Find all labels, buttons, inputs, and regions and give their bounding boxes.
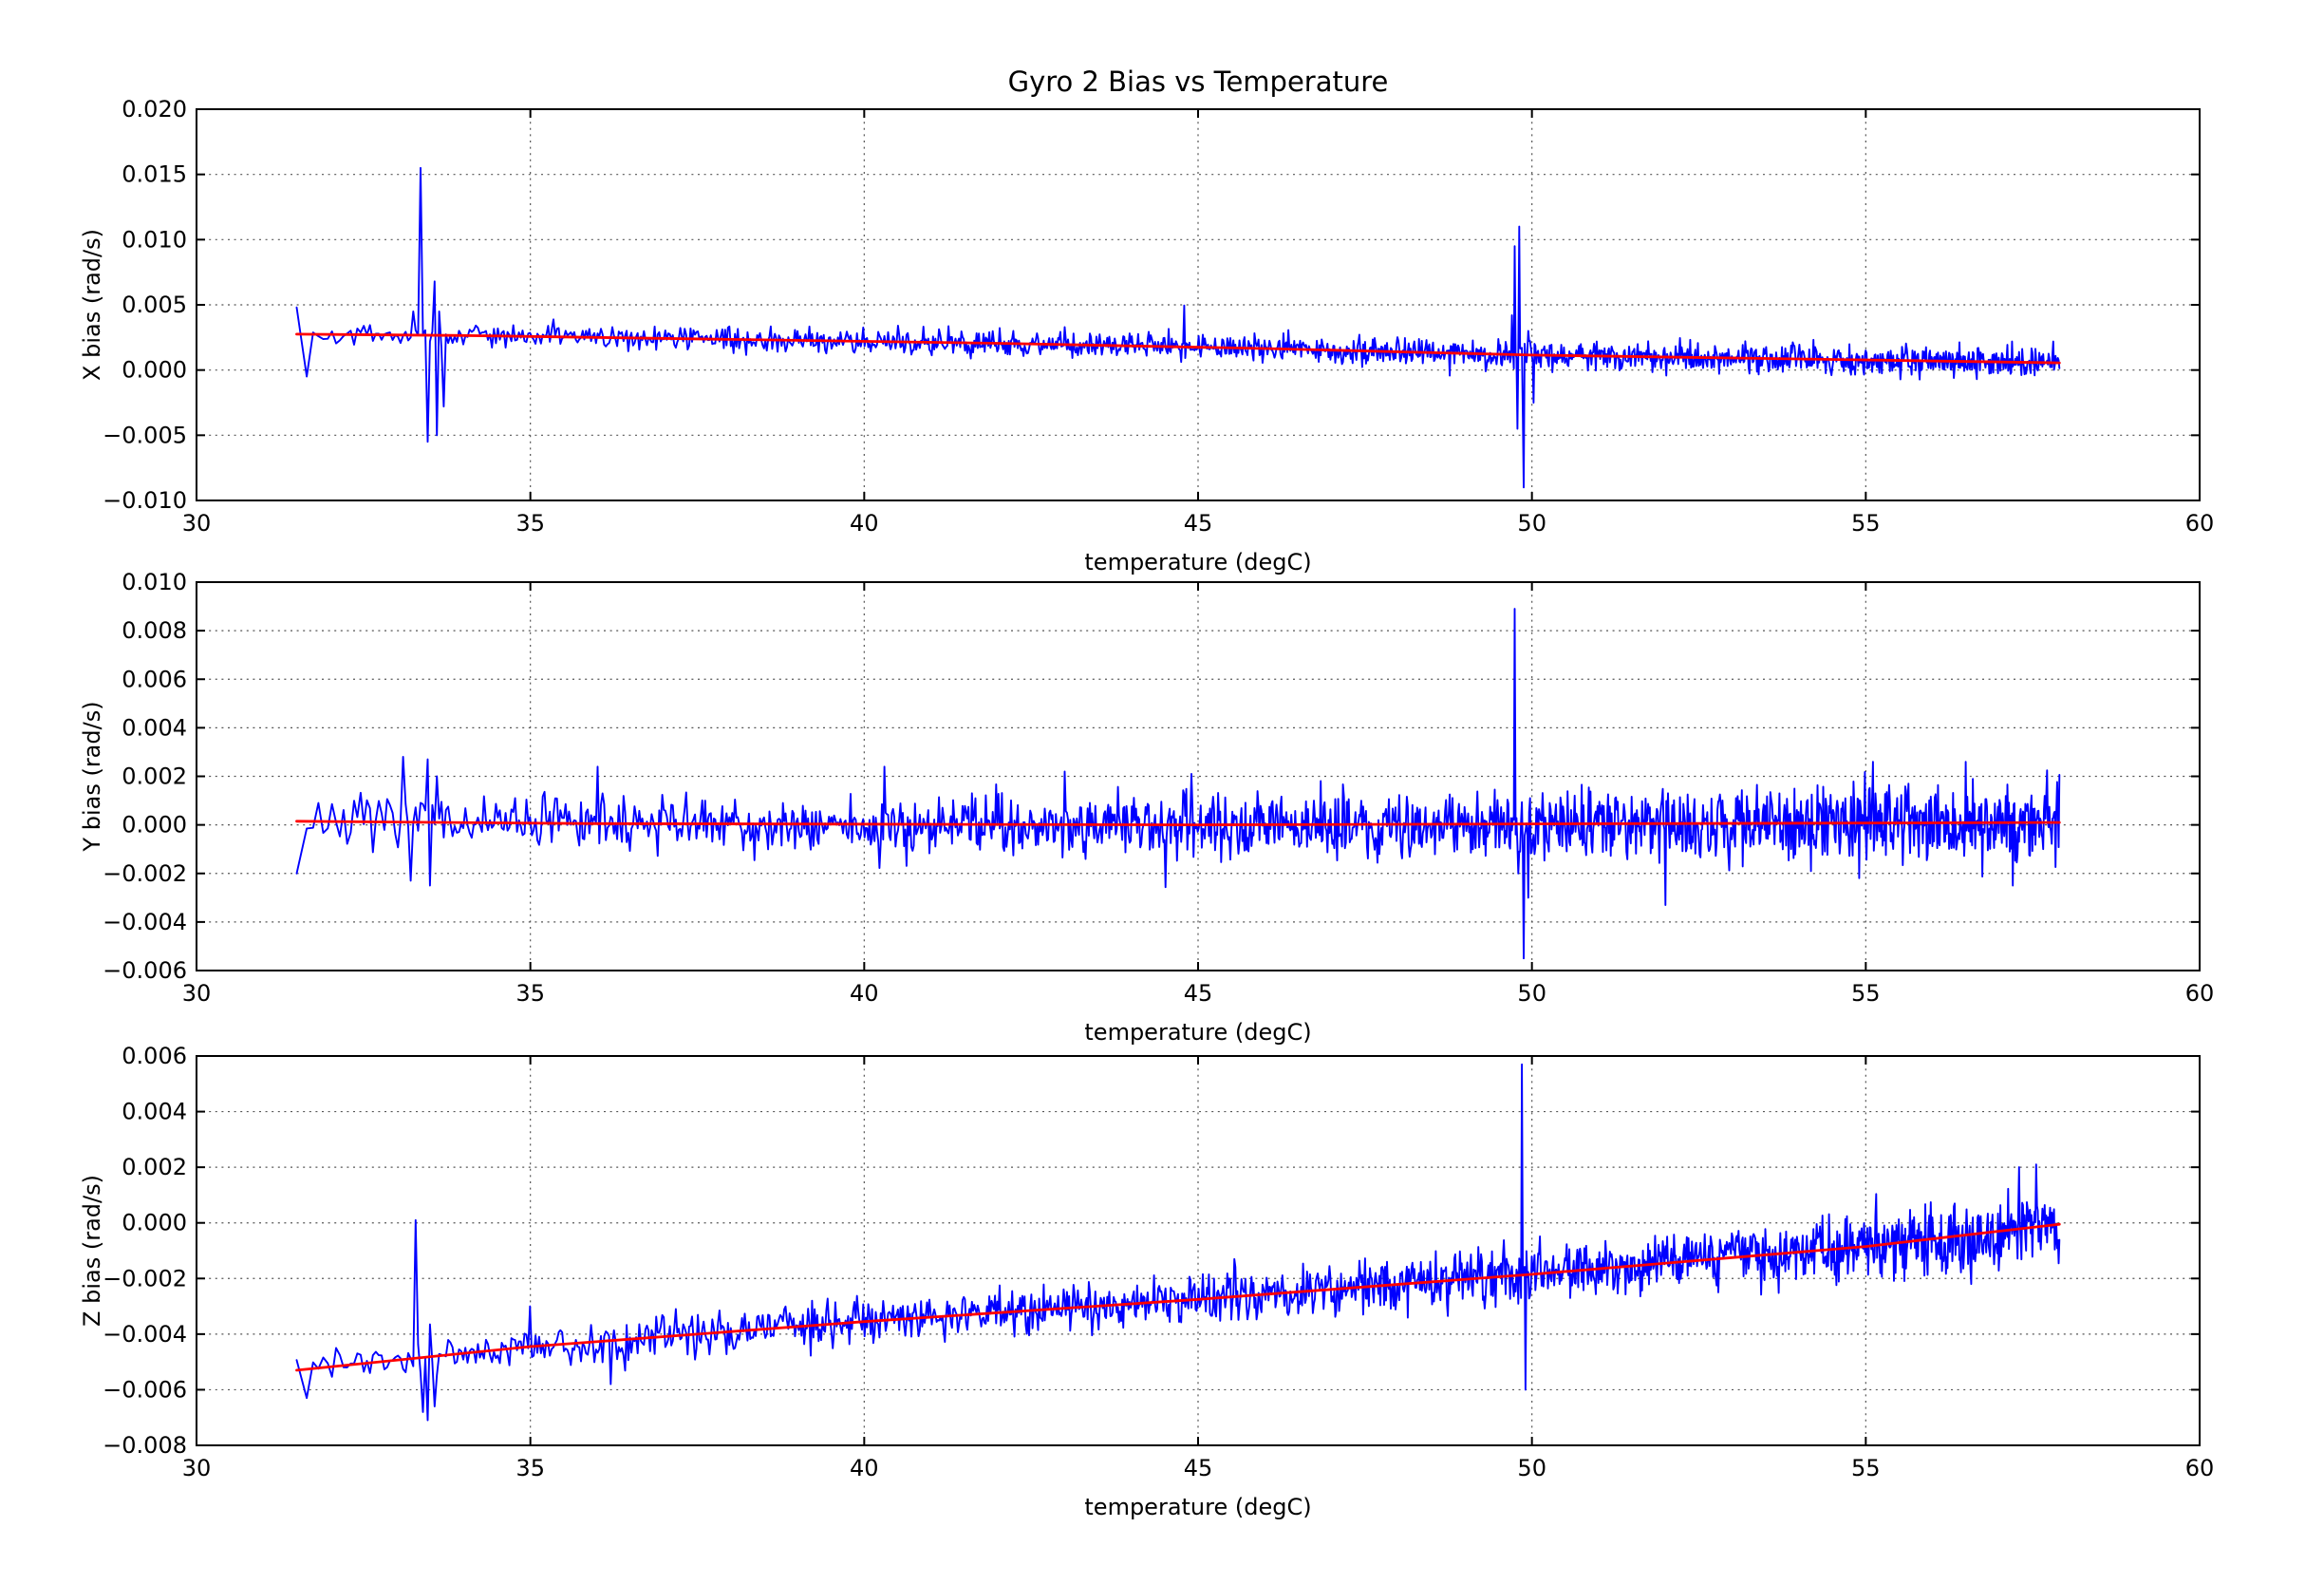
fit-line [295, 1222, 2061, 1372]
x-tick-label: 45 [1184, 1455, 1213, 1481]
x-tick-label: 50 [1517, 980, 1546, 1007]
x-tick-label: 55 [1851, 510, 1881, 537]
y-tick-label: −0.004 [103, 1321, 187, 1348]
y-tick-label: 0.006 [122, 1043, 187, 1069]
y-tick-label: −0.005 [103, 422, 187, 448]
y-tick-label: 0.000 [122, 812, 187, 839]
y-tick-label: 0.002 [122, 764, 187, 790]
raw-data-line [295, 166, 2061, 489]
y-tick-label: 0.000 [122, 1210, 187, 1236]
x-tick-label: 60 [2185, 980, 2215, 1007]
y-tick-label: 0.008 [122, 617, 187, 644]
x-tick-label: 50 [1517, 510, 1546, 537]
x-tick-label: 35 [515, 1455, 545, 1481]
y-tick-label: 0.004 [122, 714, 187, 741]
x-tick-label: 30 [182, 980, 212, 1007]
x-axis-label: temperature (degC) [1084, 1494, 1311, 1520]
x-tick-label: 40 [850, 980, 879, 1007]
x-tick-label: 45 [1184, 980, 1213, 1007]
fit-line [295, 820, 2061, 827]
x-axis-label: temperature (degC) [1084, 549, 1311, 575]
y-tick-label: 0.004 [122, 1099, 187, 1125]
y-tick-label: 0.000 [122, 357, 187, 384]
y-tick-label: −0.002 [103, 860, 187, 887]
x-tick-label: 50 [1517, 1455, 1546, 1481]
y-tick-label: −0.008 [103, 1432, 187, 1459]
x-tick-label: 30 [182, 1455, 212, 1481]
x-tick-label: 35 [515, 980, 545, 1007]
x-tick-label: 60 [2185, 1455, 2215, 1481]
x-tick-label: 30 [182, 510, 212, 537]
x-tick-label: 40 [850, 510, 879, 537]
y-tick-label: −0.002 [103, 1265, 187, 1292]
y-tick-label: 0.010 [122, 226, 187, 253]
y-tick-label: 0.005 [122, 292, 187, 318]
y-tick-label: −0.004 [103, 909, 187, 935]
y-tick-label: −0.010 [103, 487, 187, 514]
y-axis-label: X bias (rad/s) [79, 229, 105, 381]
x-tick-label: 55 [1851, 980, 1881, 1007]
raw-data-line [295, 1063, 2061, 1422]
subplot-x-bias: 30 35 40 45 50 55 60 0.020 0.015 0.010 0.005 0.000 −… [79, 96, 2214, 575]
subplot-y-bias: 30 35 40 45 50 55 60 0.010 0.008 0.006 0.004 0.002 0… [79, 569, 2214, 1046]
y-tick-label: −0.006 [103, 957, 187, 984]
x-tick-label: 55 [1851, 1455, 1881, 1481]
y-axis-label: Z bias (rad/s) [79, 1175, 105, 1327]
y-tick-label: 0.015 [122, 161, 187, 188]
y-tick-label: 0.006 [122, 666, 187, 692]
raw-data-line [295, 608, 2061, 960]
y-tick-label: 0.010 [122, 569, 187, 595]
fit-line [295, 332, 2061, 365]
subplot-z-bias: 30 35 40 45 50 55 60 0.006 0.004 0.002 0.000 −0.002… [79, 1043, 2214, 1520]
y-tick-label: 0.020 [122, 96, 187, 123]
x-axis-label: temperature (degC) [1084, 1019, 1311, 1046]
y-tick-label: 0.002 [122, 1154, 187, 1180]
y-axis-label: Y bias (rad/s) [79, 701, 105, 852]
x-tick-label: 35 [515, 510, 545, 537]
y-tick-label: −0.006 [103, 1376, 187, 1403]
x-tick-label: 45 [1184, 510, 1213, 537]
figure-title: Gyro 2 Bias vs Temperature [1007, 66, 1389, 98]
x-tick-label: 60 [2185, 510, 2215, 537]
x-tick-label: 40 [850, 1455, 879, 1481]
